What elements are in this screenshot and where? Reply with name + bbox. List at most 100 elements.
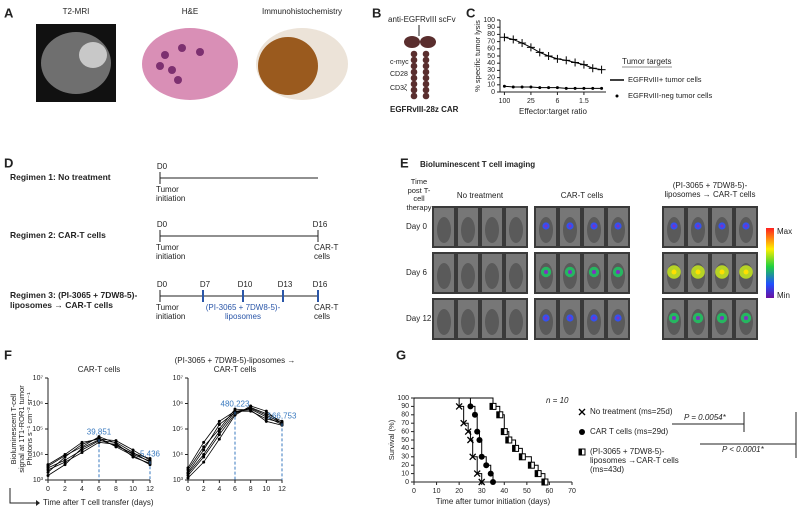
data-point xyxy=(131,451,135,455)
signal-core xyxy=(592,224,596,228)
chart-title: (PI-3065 + 7DW8-5)-liposomes → CAR-T cel… xyxy=(174,355,296,374)
legend-marker-part xyxy=(579,449,582,455)
data-point xyxy=(264,417,268,421)
chain-unit xyxy=(422,80,430,88)
x-tick-label: 12 xyxy=(146,486,154,493)
panel-label: G xyxy=(396,347,406,362)
data-point-part xyxy=(131,451,135,455)
signal-core xyxy=(568,270,572,274)
legend-label: EGFRvIII-neg tumor cells xyxy=(628,91,712,100)
data-point xyxy=(490,479,496,485)
data-point-part xyxy=(466,436,474,444)
data-point-part xyxy=(496,411,500,418)
data-point-part xyxy=(131,448,135,452)
mouse xyxy=(437,217,451,243)
data-point xyxy=(571,58,580,67)
chain-unit xyxy=(410,86,418,94)
mri-tumor xyxy=(79,42,107,68)
mouse xyxy=(485,309,499,335)
legend-label: (PI-3065 + 7DW8-5)-liposomes →CAR-T cell… xyxy=(590,447,679,475)
data-point-part xyxy=(114,441,118,445)
data-point xyxy=(527,461,535,469)
data-point xyxy=(233,413,237,417)
scfv xyxy=(420,36,436,48)
signal-core xyxy=(696,224,700,228)
data-point xyxy=(114,441,118,445)
data-point xyxy=(502,84,506,88)
y-tick-label: 0 xyxy=(405,479,409,486)
p-value: P < 0.0001* xyxy=(722,445,765,454)
y-tick-label: 40 xyxy=(401,445,409,452)
data-point xyxy=(186,468,190,472)
scfv xyxy=(404,36,420,48)
x-tick-label: 0 xyxy=(412,488,416,495)
x-tick-label: 4 xyxy=(80,486,84,493)
y-axis-label: % specific tumor lysis xyxy=(473,20,482,92)
data-point xyxy=(217,429,221,433)
data-point xyxy=(500,33,509,42)
legend-marker xyxy=(615,94,619,98)
annotation-label: 5,436 xyxy=(140,449,161,458)
chain-unit xyxy=(422,86,430,94)
signal-core xyxy=(720,224,724,228)
data-point xyxy=(471,411,478,418)
signal-core xyxy=(672,224,676,228)
legend-marker xyxy=(578,448,586,456)
data-point xyxy=(233,407,237,411)
chart-title: CAR-T cells xyxy=(77,364,121,374)
signal-core xyxy=(544,224,548,228)
signal-core xyxy=(568,224,572,228)
data-point-part xyxy=(63,454,67,458)
x-tick-label: 100 xyxy=(499,98,511,105)
chain-unit xyxy=(422,50,430,58)
mouse xyxy=(509,263,523,289)
data-point xyxy=(280,421,284,425)
data-point xyxy=(541,478,549,486)
legend-label: No treatment (ms=25d) xyxy=(590,407,673,416)
data-point xyxy=(473,470,481,478)
data-point xyxy=(46,470,50,474)
data-point xyxy=(217,427,221,431)
data-point xyxy=(467,403,474,410)
data-point-part xyxy=(502,84,506,88)
data-point-part xyxy=(63,463,67,467)
y-tick-label: 10 xyxy=(401,470,409,477)
data-point-part xyxy=(490,403,493,410)
day-note: CAR-T cells xyxy=(314,303,339,322)
day-label: D0 xyxy=(157,280,168,289)
data-point xyxy=(505,436,513,444)
data-point xyxy=(114,439,118,443)
signal-core xyxy=(544,316,548,320)
y-tick-label: 10⁶ xyxy=(172,400,183,407)
signal-core xyxy=(743,269,749,275)
data-point-part xyxy=(186,468,190,472)
annotation-label: 480,223 xyxy=(221,400,250,409)
mouse xyxy=(461,263,475,289)
annotation-label: 166,753 xyxy=(268,411,297,420)
row-label: Day 12 xyxy=(406,314,432,323)
data-point xyxy=(97,435,101,439)
data-point-part xyxy=(80,450,84,454)
data-point-part xyxy=(280,421,284,425)
data-point xyxy=(588,64,597,73)
data-point-part xyxy=(233,413,237,417)
data-point-part xyxy=(202,445,206,449)
chain-unit xyxy=(422,62,430,70)
data-point xyxy=(46,468,50,472)
day-label: D13 xyxy=(278,280,293,289)
data-point xyxy=(264,413,268,417)
x-axis-label: Effector:target ratio xyxy=(519,107,587,116)
mouse xyxy=(715,217,729,243)
series-line xyxy=(414,397,483,482)
mouse xyxy=(587,217,601,243)
regimen-label: Regimen 1: No treatment xyxy=(10,172,111,182)
chain-unit xyxy=(410,56,418,64)
y-axis-label: signal at 1T1-ROR1 tumor xyxy=(17,385,26,473)
ihc-stain xyxy=(258,37,318,95)
data-point-part xyxy=(46,464,50,468)
mouse xyxy=(437,263,451,289)
legend-marker-part xyxy=(615,94,619,98)
day-note: Tumor initiation xyxy=(156,185,186,204)
